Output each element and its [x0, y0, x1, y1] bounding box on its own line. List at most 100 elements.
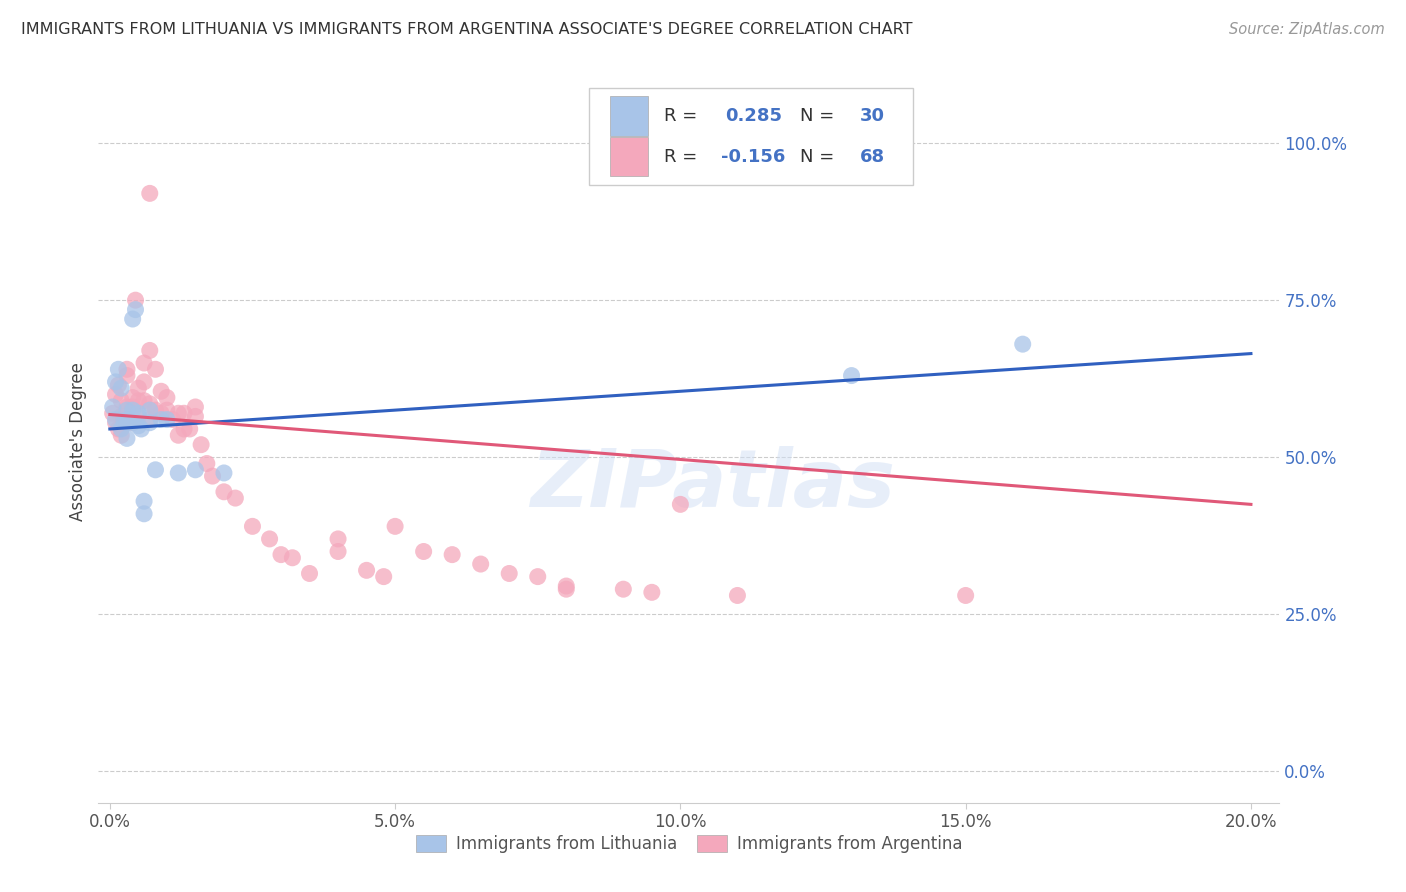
Point: [242, 519, 264, 533]
Point: [384, 519, 406, 533]
Point: [107, 378, 129, 392]
Point: [115, 400, 138, 414]
Point: [150, 406, 173, 420]
Point: [139, 416, 162, 430]
Point: [107, 362, 129, 376]
Point: [156, 403, 179, 417]
Point: [115, 362, 138, 376]
Point: [1011, 337, 1033, 351]
Point: [201, 469, 224, 483]
Text: IMMIGRANTS FROM LITHUANIA VS IMMIGRANTS FROM ARGENTINA ASSOCIATE'S DEGREE CORREL: IMMIGRANTS FROM LITHUANIA VS IMMIGRANTS …: [21, 22, 912, 37]
Point: [132, 494, 155, 508]
Point: [156, 391, 179, 405]
Point: [121, 400, 143, 414]
FancyBboxPatch shape: [589, 87, 914, 185]
Point: [190, 438, 212, 452]
Point: [124, 293, 146, 308]
Point: [326, 544, 349, 558]
Point: [118, 412, 141, 426]
Point: [725, 589, 748, 603]
Point: [127, 406, 149, 420]
Text: -0.156: -0.156: [721, 147, 785, 166]
Point: [173, 422, 195, 436]
Point: [498, 566, 520, 581]
Point: [173, 406, 195, 420]
Point: [101, 406, 124, 420]
Point: [270, 548, 292, 562]
Point: [145, 403, 167, 417]
Point: [110, 381, 132, 395]
Point: [115, 431, 138, 445]
Point: [167, 428, 190, 442]
Point: [139, 403, 162, 417]
Point: [129, 422, 152, 436]
Point: [326, 532, 349, 546]
Text: R =: R =: [664, 107, 703, 125]
Point: [139, 397, 162, 411]
Point: [298, 566, 321, 581]
Text: N =: N =: [800, 147, 839, 166]
Point: [104, 387, 127, 401]
Point: [184, 463, 207, 477]
Point: [281, 550, 304, 565]
Point: [150, 412, 173, 426]
Point: [110, 428, 132, 442]
Point: [121, 416, 143, 430]
FancyBboxPatch shape: [610, 96, 648, 136]
Point: [641, 585, 664, 599]
Point: [139, 412, 162, 426]
Point: [132, 507, 155, 521]
Point: [412, 544, 434, 558]
Text: N =: N =: [800, 107, 839, 125]
Point: [150, 384, 173, 399]
Point: [373, 569, 395, 583]
Point: [104, 416, 127, 430]
Point: [555, 579, 578, 593]
Point: [101, 400, 124, 414]
Point: [127, 418, 149, 433]
Point: [184, 400, 207, 414]
Point: [470, 557, 492, 571]
Point: [132, 356, 155, 370]
Point: [356, 563, 378, 577]
Point: [139, 186, 162, 201]
Text: R =: R =: [664, 147, 703, 166]
Point: [121, 312, 143, 326]
Point: [132, 393, 155, 408]
Point: [112, 414, 135, 428]
Legend: Immigrants from Lithuania, Immigrants from Argentina: Immigrants from Lithuania, Immigrants fr…: [409, 828, 969, 860]
Point: [127, 381, 149, 395]
Point: [184, 409, 207, 424]
Point: [669, 497, 692, 511]
Point: [110, 409, 132, 424]
Point: [115, 416, 138, 430]
Point: [115, 403, 138, 417]
Point: [167, 466, 190, 480]
Point: [124, 302, 146, 317]
Point: [127, 393, 149, 408]
Point: [104, 412, 127, 426]
Point: [441, 548, 464, 562]
Point: [259, 532, 281, 546]
Text: ZIPatlas: ZIPatlas: [530, 446, 896, 524]
Point: [841, 368, 863, 383]
Text: 30: 30: [860, 107, 886, 125]
Point: [212, 484, 235, 499]
Point: [121, 391, 143, 405]
Point: [224, 491, 246, 505]
Point: [121, 403, 143, 417]
Point: [195, 457, 218, 471]
Point: [212, 466, 235, 480]
Point: [115, 412, 138, 426]
Point: [145, 362, 167, 376]
Point: [132, 375, 155, 389]
Point: [110, 422, 132, 436]
Point: [179, 422, 201, 436]
Point: [156, 412, 179, 426]
Point: [612, 582, 634, 597]
Text: Source: ZipAtlas.com: Source: ZipAtlas.com: [1229, 22, 1385, 37]
Point: [555, 582, 578, 597]
Point: [162, 412, 184, 426]
Point: [139, 343, 162, 358]
Text: 68: 68: [860, 147, 886, 166]
